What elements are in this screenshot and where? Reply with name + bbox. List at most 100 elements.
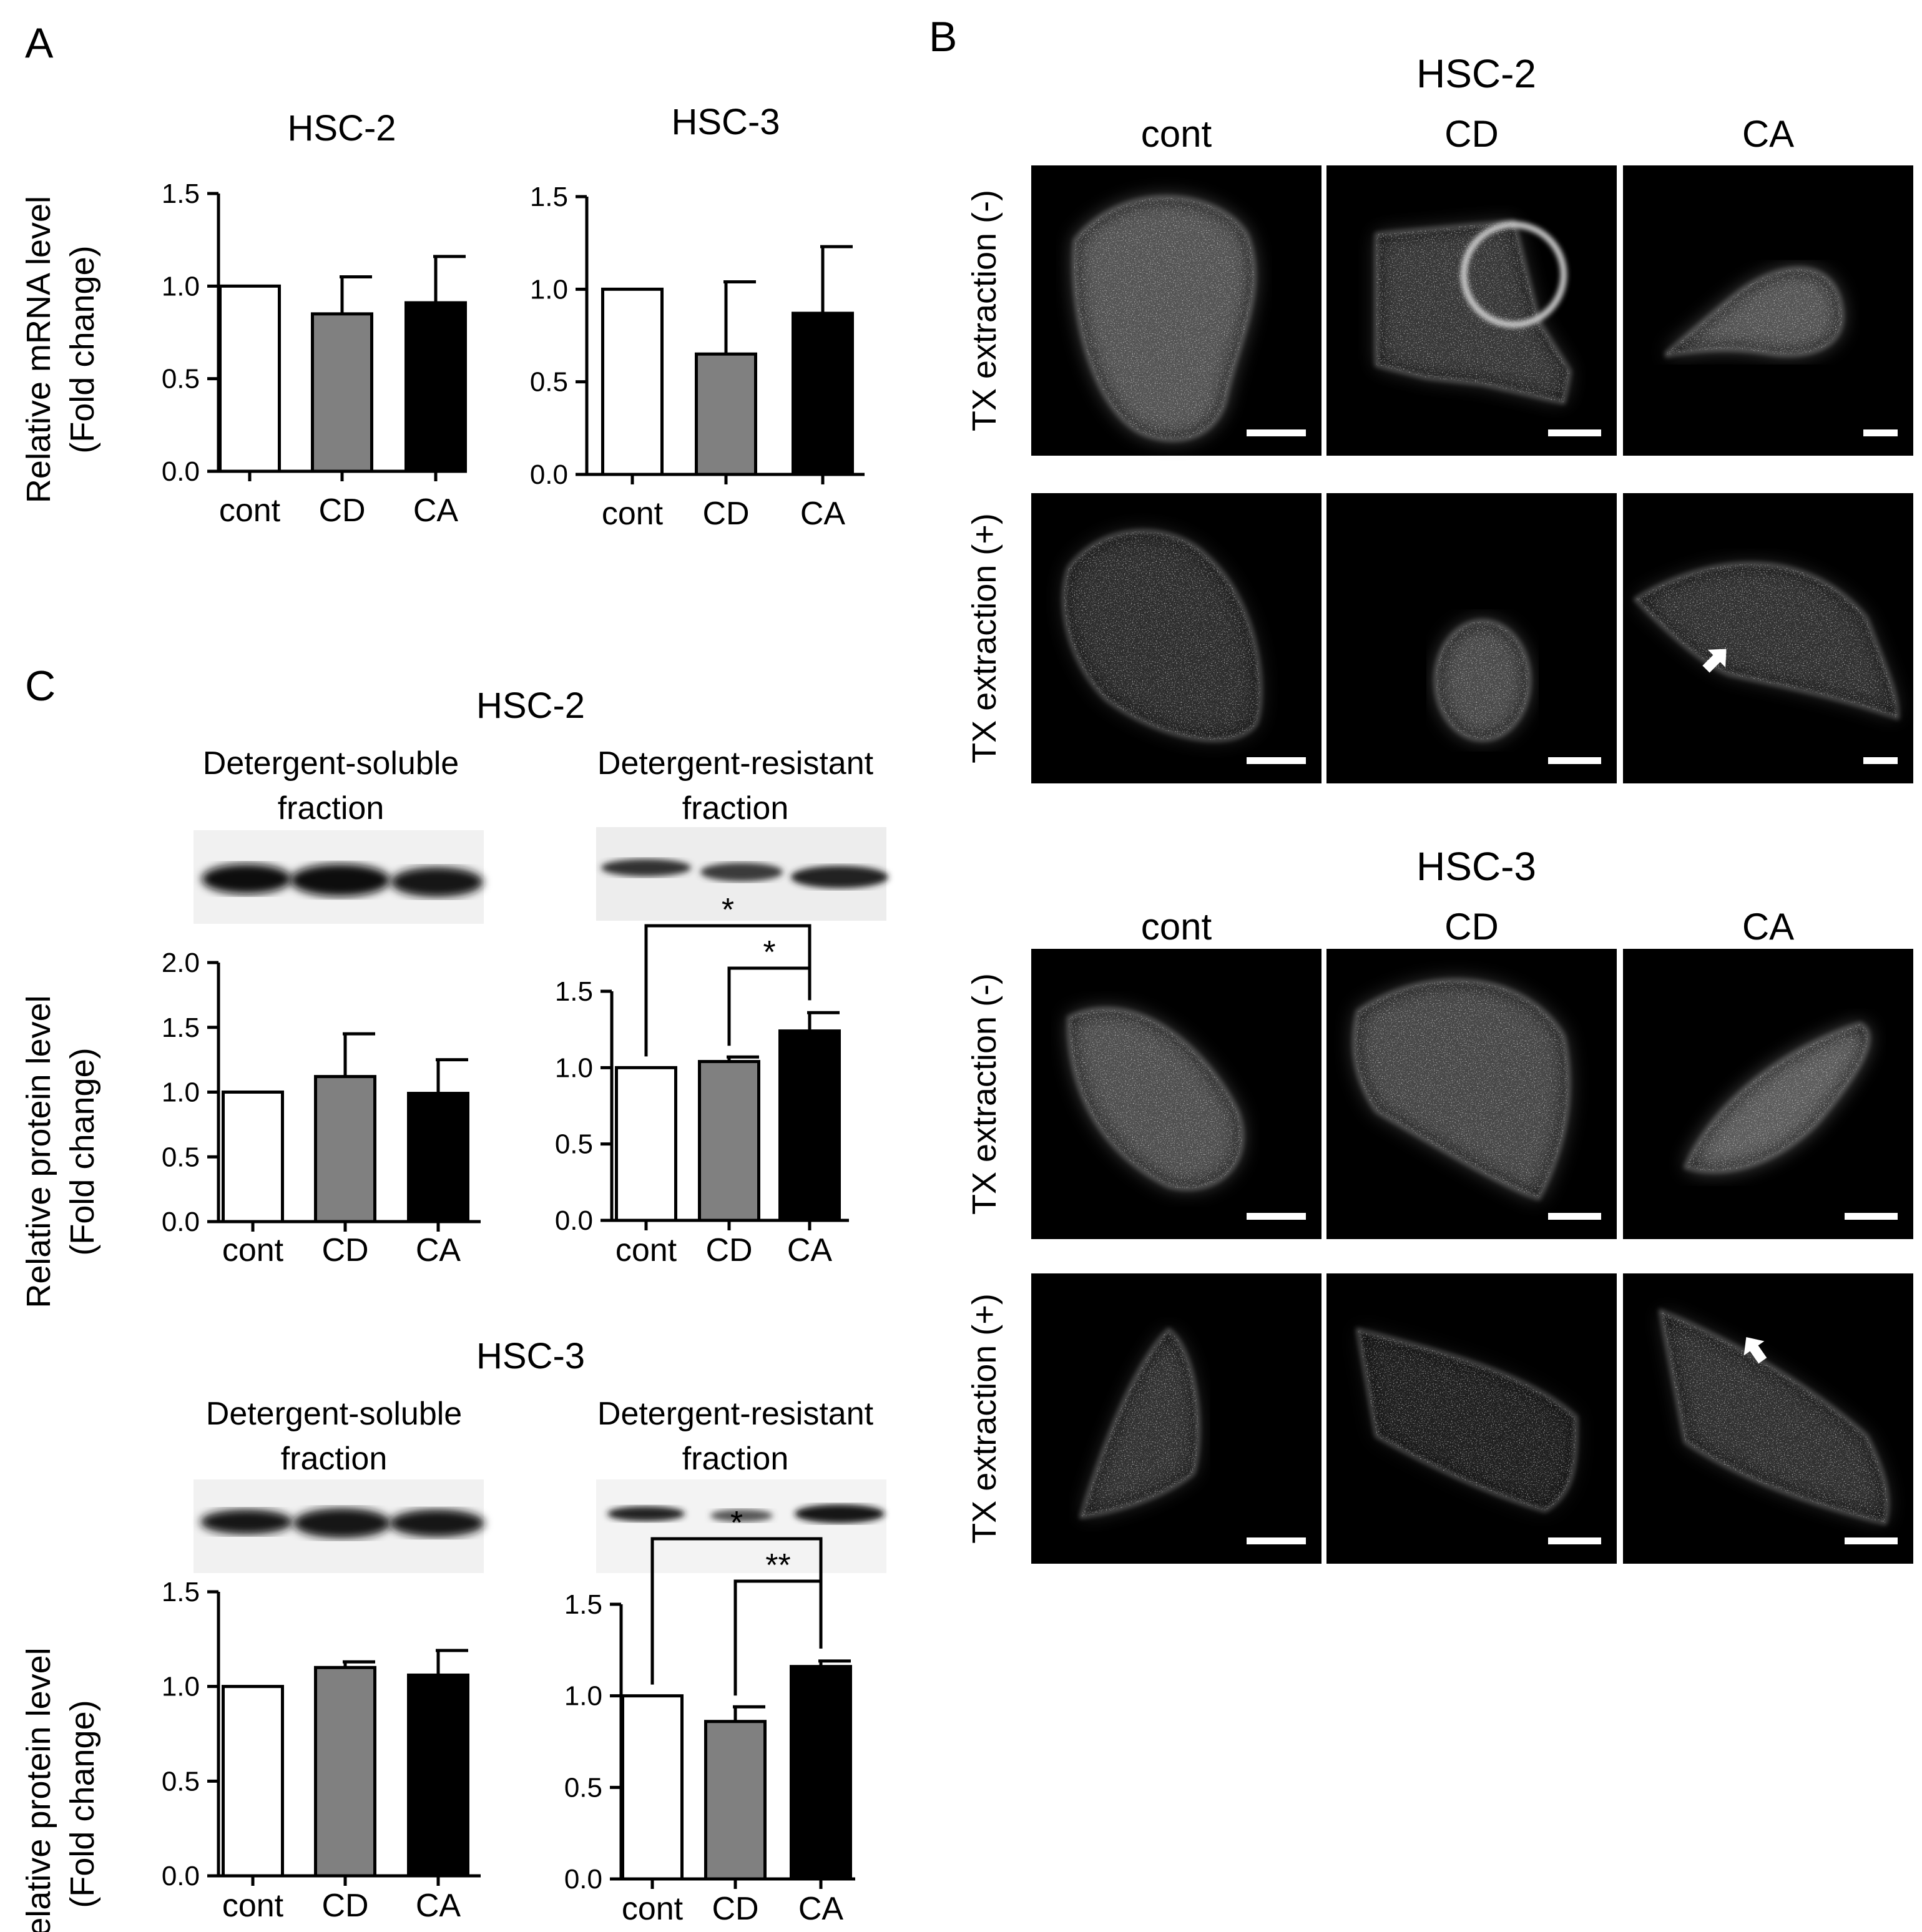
y-tick-label: 1.5: [530, 182, 568, 212]
bar-ca: [778, 1029, 841, 1222]
bar-cd: [698, 1060, 760, 1222]
y-tick-label: 1.5: [162, 179, 200, 209]
y-tick-label: 0.5: [162, 364, 200, 395]
y-tick-label: 1.0: [530, 274, 568, 305]
y-tick-label: 0.5: [530, 367, 568, 398]
hsc3-soluble-label-line2: fraction: [281, 1441, 388, 1477]
hsc2-resistant-label-line2: fraction: [682, 790, 789, 826]
category-label: CA: [798, 1891, 844, 1927]
category-label: cont: [222, 1888, 284, 1924]
panel-c-ylabel-hsc2-line2: (Fold change): [64, 1047, 101, 1255]
micrograph-hsc-3-tx-minus-ca: [1623, 949, 1913, 1239]
significance-bracket: [733, 1579, 823, 1696]
micrograph-column-label: CD: [1444, 113, 1499, 155]
panel-c-ylabel-hsc3-line1: Relative protein level: [20, 1647, 57, 1932]
category-label: CD: [321, 1888, 368, 1924]
chart-a-hsc2: HSC-2 0.0 0.5 1.0 1.5 cont CD CA: [162, 108, 467, 529]
y-tick-label: 0.5: [564, 1772, 602, 1803]
scale-bar: [1863, 429, 1898, 436]
scale-bar: [1845, 1537, 1898, 1544]
scale-bar: [1247, 1213, 1306, 1220]
micrograph-hsc-2-tx-minus-ca: [1623, 165, 1913, 456]
significance-bracket: [727, 966, 811, 1046]
category-label: cont: [622, 1891, 684, 1927]
bar-cont: [615, 1066, 677, 1222]
category-label: cont: [222, 1232, 284, 1268]
western-blot-hsc2-soluble: [194, 830, 484, 924]
panel-c-ylabel-hsc2-line1: Relative protein level: [20, 995, 57, 1308]
scale-bar: [1863, 757, 1898, 764]
category-label: CD: [318, 493, 365, 529]
scale-bar: [1548, 757, 1601, 764]
hsc3-resistant-label-line1: Detergent-resistant: [597, 1396, 874, 1432]
y-tick-label: 1.0: [162, 1672, 200, 1702]
category-label: CD: [702, 496, 749, 532]
y-tick-label: 1.5: [162, 1013, 200, 1043]
scale-bar: [1548, 1537, 1601, 1544]
panel-c-hsc2-title: HSC-2: [476, 685, 585, 726]
category-label: CD: [705, 1232, 752, 1268]
micrograph-hsc-2-tx-plus-cd: [1326, 493, 1617, 783]
bar-ca: [790, 1665, 852, 1881]
bar-cont: [222, 1685, 284, 1878]
micrograph-hsc-2-tx-plus-cont: [1031, 493, 1321, 783]
panel-a: Relative mRNA level (Fold change) HSC-2 0…: [20, 102, 865, 532]
scale-bar: [1247, 1537, 1306, 1544]
bar-cont: [601, 287, 664, 476]
panel-letter-b: B: [929, 13, 958, 61]
bar-cd: [704, 1720, 767, 1881]
micrograph-row-label: TX extraction (+): [966, 1293, 1003, 1544]
micrograph-column-label: CD: [1444, 906, 1499, 948]
scale-bar: [1247, 429, 1306, 436]
micrograph-hsc-3-tx-plus-ca: [1623, 1273, 1913, 1564]
bar-cd: [314, 1665, 376, 1878]
category-label: cont: [615, 1232, 677, 1268]
micrograph-column-label: cont: [1141, 906, 1212, 948]
chart-c-hsc2-soluble: 0.0 0.5 1.0 1.5 2.0 cont CD CA: [162, 948, 481, 1268]
hsc3-soluble-label-line1: Detergent-soluble: [206, 1396, 462, 1432]
micrograph-hsc-3-tx-plus-cont: [1031, 1273, 1321, 1564]
micrograph-hsc-2-tx-plus-ca: [1623, 493, 1913, 783]
category-label: CA: [787, 1232, 833, 1268]
y-tick-label: 0.0: [530, 459, 568, 490]
category-label: CA: [413, 493, 459, 529]
scale-bar: [1845, 1213, 1898, 1220]
y-tick-label: 0.0: [162, 1207, 200, 1237]
micrograph-hsc-2-tx-minus-cd: [1326, 165, 1617, 456]
bar-cont: [621, 1694, 684, 1881]
y-tick-label: 1.5: [555, 976, 593, 1007]
white-arrow-icon: [1702, 649, 1727, 673]
y-tick-label: 0.5: [162, 1142, 200, 1172]
chart-c-hsc3-soluble: 0.0 0.5 1.0 1.5 cont CD CA: [162, 1577, 481, 1924]
panel-c-hsc3-title: HSC-3: [476, 1336, 585, 1376]
y-tick-label: 0.0: [564, 1864, 602, 1895]
significance-bracket: [644, 924, 811, 1057]
category-label: cont: [602, 496, 664, 532]
micrograph-row-label: TX extraction (-): [966, 190, 1003, 431]
micrograph-hsc-3-tx-minus-cont: [1031, 949, 1321, 1239]
chart-title: HSC-3: [671, 102, 780, 142]
y-tick-label: 0.5: [555, 1129, 593, 1160]
category-label: CA: [416, 1232, 461, 1268]
category-label: CA: [800, 496, 846, 532]
bar-cont: [218, 284, 281, 473]
panel-letter-c: C: [25, 662, 56, 710]
bar-cont: [222, 1091, 284, 1223]
panel-c: HSC-2 Detergent-soluble fraction Deterge…: [20, 685, 888, 1932]
bar-cd: [314, 1075, 376, 1223]
western-blot-hsc3-resistant: [596, 1479, 886, 1573]
y-tick-label: 1.0: [555, 1052, 593, 1083]
hsc2-soluble-label-line1: Detergent-soluble: [203, 745, 459, 782]
panel-letter-a: A: [25, 19, 54, 67]
bar-cd: [311, 312, 373, 473]
bar-ca: [407, 1673, 469, 1878]
bar-ca: [407, 1092, 469, 1223]
micrograph-hsc-3-tx-minus-cd: [1326, 949, 1617, 1239]
y-tick-label: 2.0: [162, 948, 200, 978]
panel-a-ylabel-line2: (Fold change): [64, 245, 101, 453]
significance-label: *: [730, 1505, 743, 1541]
category-label: CD: [712, 1891, 758, 1927]
micrograph-row-label: TX extraction (-): [966, 973, 1003, 1215]
scale-bar: [1247, 757, 1306, 764]
